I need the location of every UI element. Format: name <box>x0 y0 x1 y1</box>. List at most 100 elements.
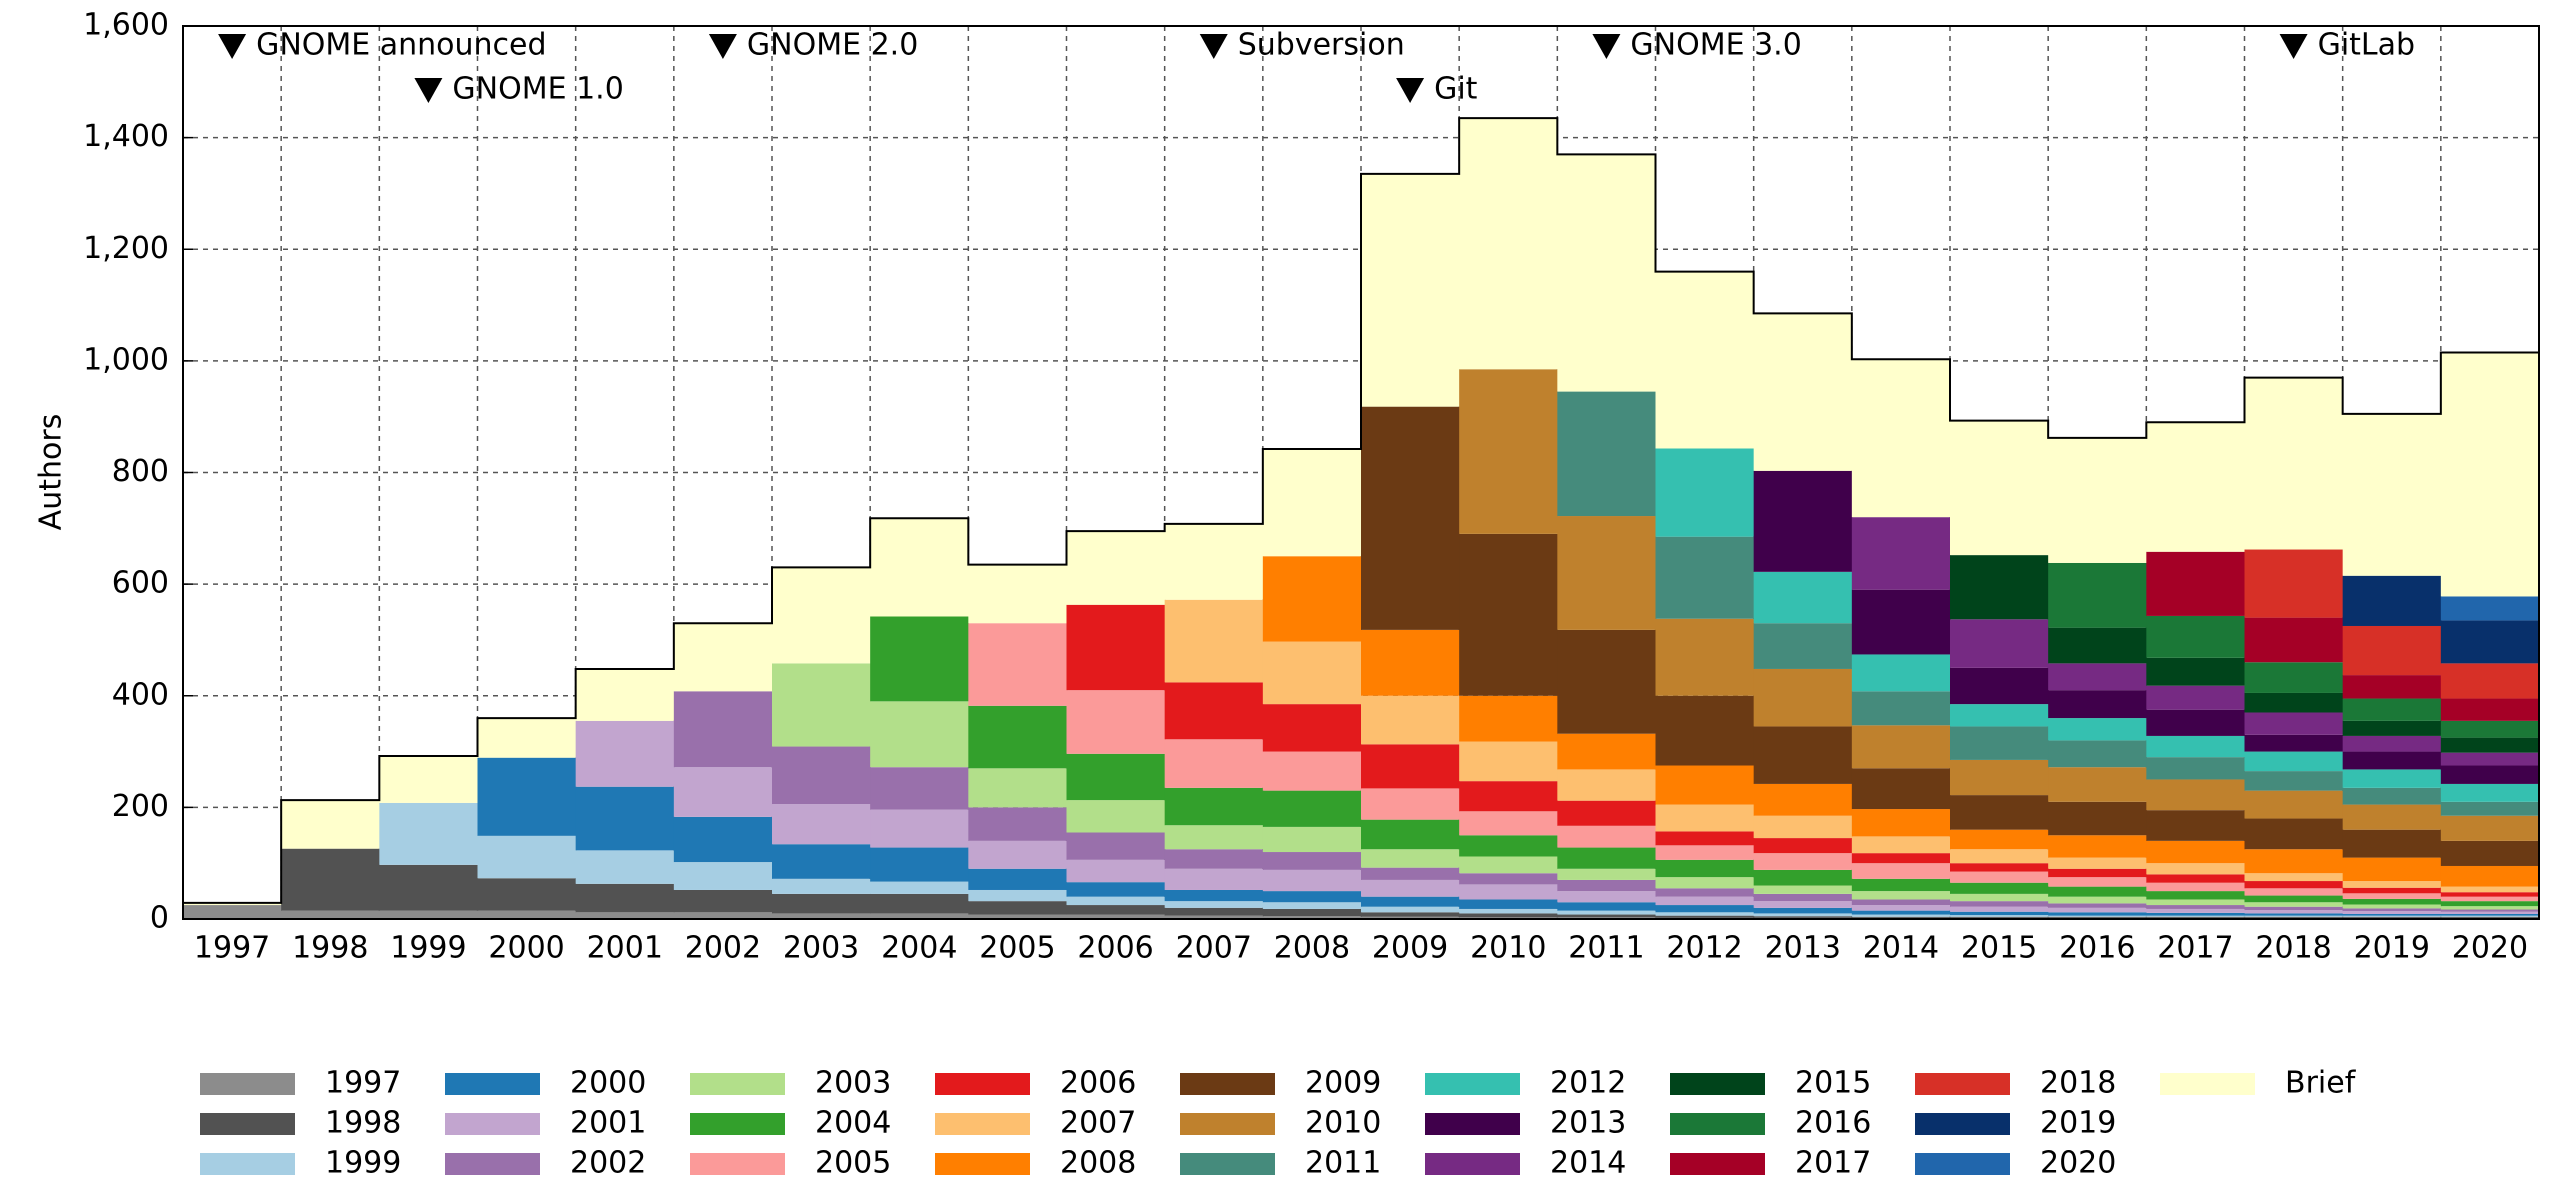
legend-label: 2016 <box>1795 1106 1871 1141</box>
bar-segment <box>1753 623 1853 669</box>
bar-segment <box>772 844 871 879</box>
bar-segment <box>1262 869 1362 892</box>
annotation: GNOME 2.0 <box>747 28 918 63</box>
bar-segment <box>2440 698 2540 721</box>
legend-swatch <box>935 1073 1030 1095</box>
bar-segment <box>1262 641 1362 705</box>
bar-segment <box>1753 815 1853 839</box>
bar-segment <box>2048 767 2147 802</box>
bar-segment <box>2342 887 2442 894</box>
bar-segment <box>1655 912 1755 916</box>
legend-swatch <box>1180 1113 1275 1135</box>
x-tick-label: 2007 <box>1176 931 1252 966</box>
bar-segment <box>2342 898 2442 905</box>
bar-segment <box>1950 759 2049 796</box>
bar-segment <box>2146 882 2245 892</box>
bar-segment <box>1262 826 1362 853</box>
bar-segment <box>575 912 675 919</box>
bar-segment <box>968 840 1067 869</box>
bar-segment <box>1557 391 1656 517</box>
bar-segment <box>2146 810 2245 841</box>
bar-segment <box>1950 619 2049 668</box>
bar-segment <box>1361 629 1460 696</box>
bar-segment <box>2146 908 2245 913</box>
legend-label: 2018 <box>2040 1066 2116 1101</box>
bar-segment <box>2440 720 2540 738</box>
bar-segment <box>2146 757 2245 780</box>
legend-swatch <box>1425 1073 1520 1095</box>
legend-swatch <box>1670 1073 1765 1095</box>
bar-segment <box>1655 536 1755 619</box>
bar-segment <box>2440 865 2540 887</box>
bar-segment <box>1753 571 1853 624</box>
bar-segment <box>575 668 675 721</box>
x-tick-label: 2020 <box>2452 931 2528 966</box>
bar-segment <box>1557 879 1656 892</box>
bar-segment <box>1950 915 2049 917</box>
bar-segment <box>1066 914 1166 919</box>
bar-segment <box>1361 896 1460 907</box>
bar-segment <box>379 910 478 919</box>
bar-segment <box>1557 825 1656 848</box>
bar-segment <box>2146 779 2245 811</box>
bar-segment <box>2244 910 2344 914</box>
bar-segment <box>1557 733 1656 770</box>
plot-frame <box>182 25 2540 920</box>
legend-label: 1998 <box>325 1106 401 1141</box>
bar-segment <box>1851 768 1951 810</box>
bar-segment <box>1361 744 1460 789</box>
bar-segment <box>2048 437 2147 563</box>
bar-segment <box>2244 662 2344 693</box>
bar-segment <box>1851 836 1951 854</box>
bar-segment <box>968 868 1067 890</box>
bar-segment <box>1655 695 1755 766</box>
y-tick-label: 1,200 <box>83 231 169 266</box>
bar-segment <box>2440 913 2540 916</box>
bar-segment <box>1164 825 1264 850</box>
bar-segment <box>1459 873 1558 885</box>
bar-segment <box>2440 663 2540 699</box>
bar-segment <box>1459 884 1558 900</box>
bar-segment <box>477 757 577 836</box>
bar-segment <box>1164 739 1264 788</box>
bar-segment <box>2244 771 2344 791</box>
bar-segment <box>968 901 1067 915</box>
bar-segment <box>968 768 1067 808</box>
x-tick-label: 2009 <box>1372 931 1448 966</box>
legend-swatch <box>1915 1073 2010 1095</box>
bar-segment <box>2342 625 2442 676</box>
bar-segment <box>1164 523 1264 600</box>
bar-segment <box>2440 901 2540 907</box>
bar-segment <box>1655 804 1755 832</box>
bar-segment <box>2146 709 2245 736</box>
annotation: GNOME 1.0 <box>452 72 623 107</box>
bar-segment <box>2440 765 2540 784</box>
bar-segment <box>2342 913 2442 916</box>
annotation-marker <box>218 34 247 59</box>
bar-segment <box>575 883 675 913</box>
bar-segment <box>870 616 969 702</box>
bar-segment <box>1361 916 1460 919</box>
bar-segment <box>1851 589 1951 655</box>
bar-segment <box>2342 698 2442 721</box>
bar-segment <box>575 786 675 851</box>
x-tick-label: 2000 <box>488 931 564 966</box>
bar-segment <box>772 913 871 919</box>
bar-segment <box>1557 769 1656 801</box>
legend-label: 1999 <box>325 1146 401 1181</box>
x-tick-label: 2015 <box>1961 931 2037 966</box>
bar-segment <box>772 878 871 894</box>
bar-segment <box>1753 726 1853 784</box>
bar-segment <box>2342 915 2442 917</box>
bar-segment <box>772 804 871 845</box>
bar-segment <box>1655 831 1755 846</box>
legend-swatch <box>445 1113 540 1135</box>
legend-swatch <box>2160 1073 2255 1095</box>
bar-segment <box>2244 617 2344 663</box>
legend-label: 2004 <box>815 1106 891 1141</box>
x-tick-label: 2010 <box>1470 931 1546 966</box>
bar-segment <box>1851 853 1951 864</box>
bar-segment <box>1851 809 1951 837</box>
bar-segment <box>1066 753 1166 801</box>
bar-segment <box>2244 712 2344 735</box>
